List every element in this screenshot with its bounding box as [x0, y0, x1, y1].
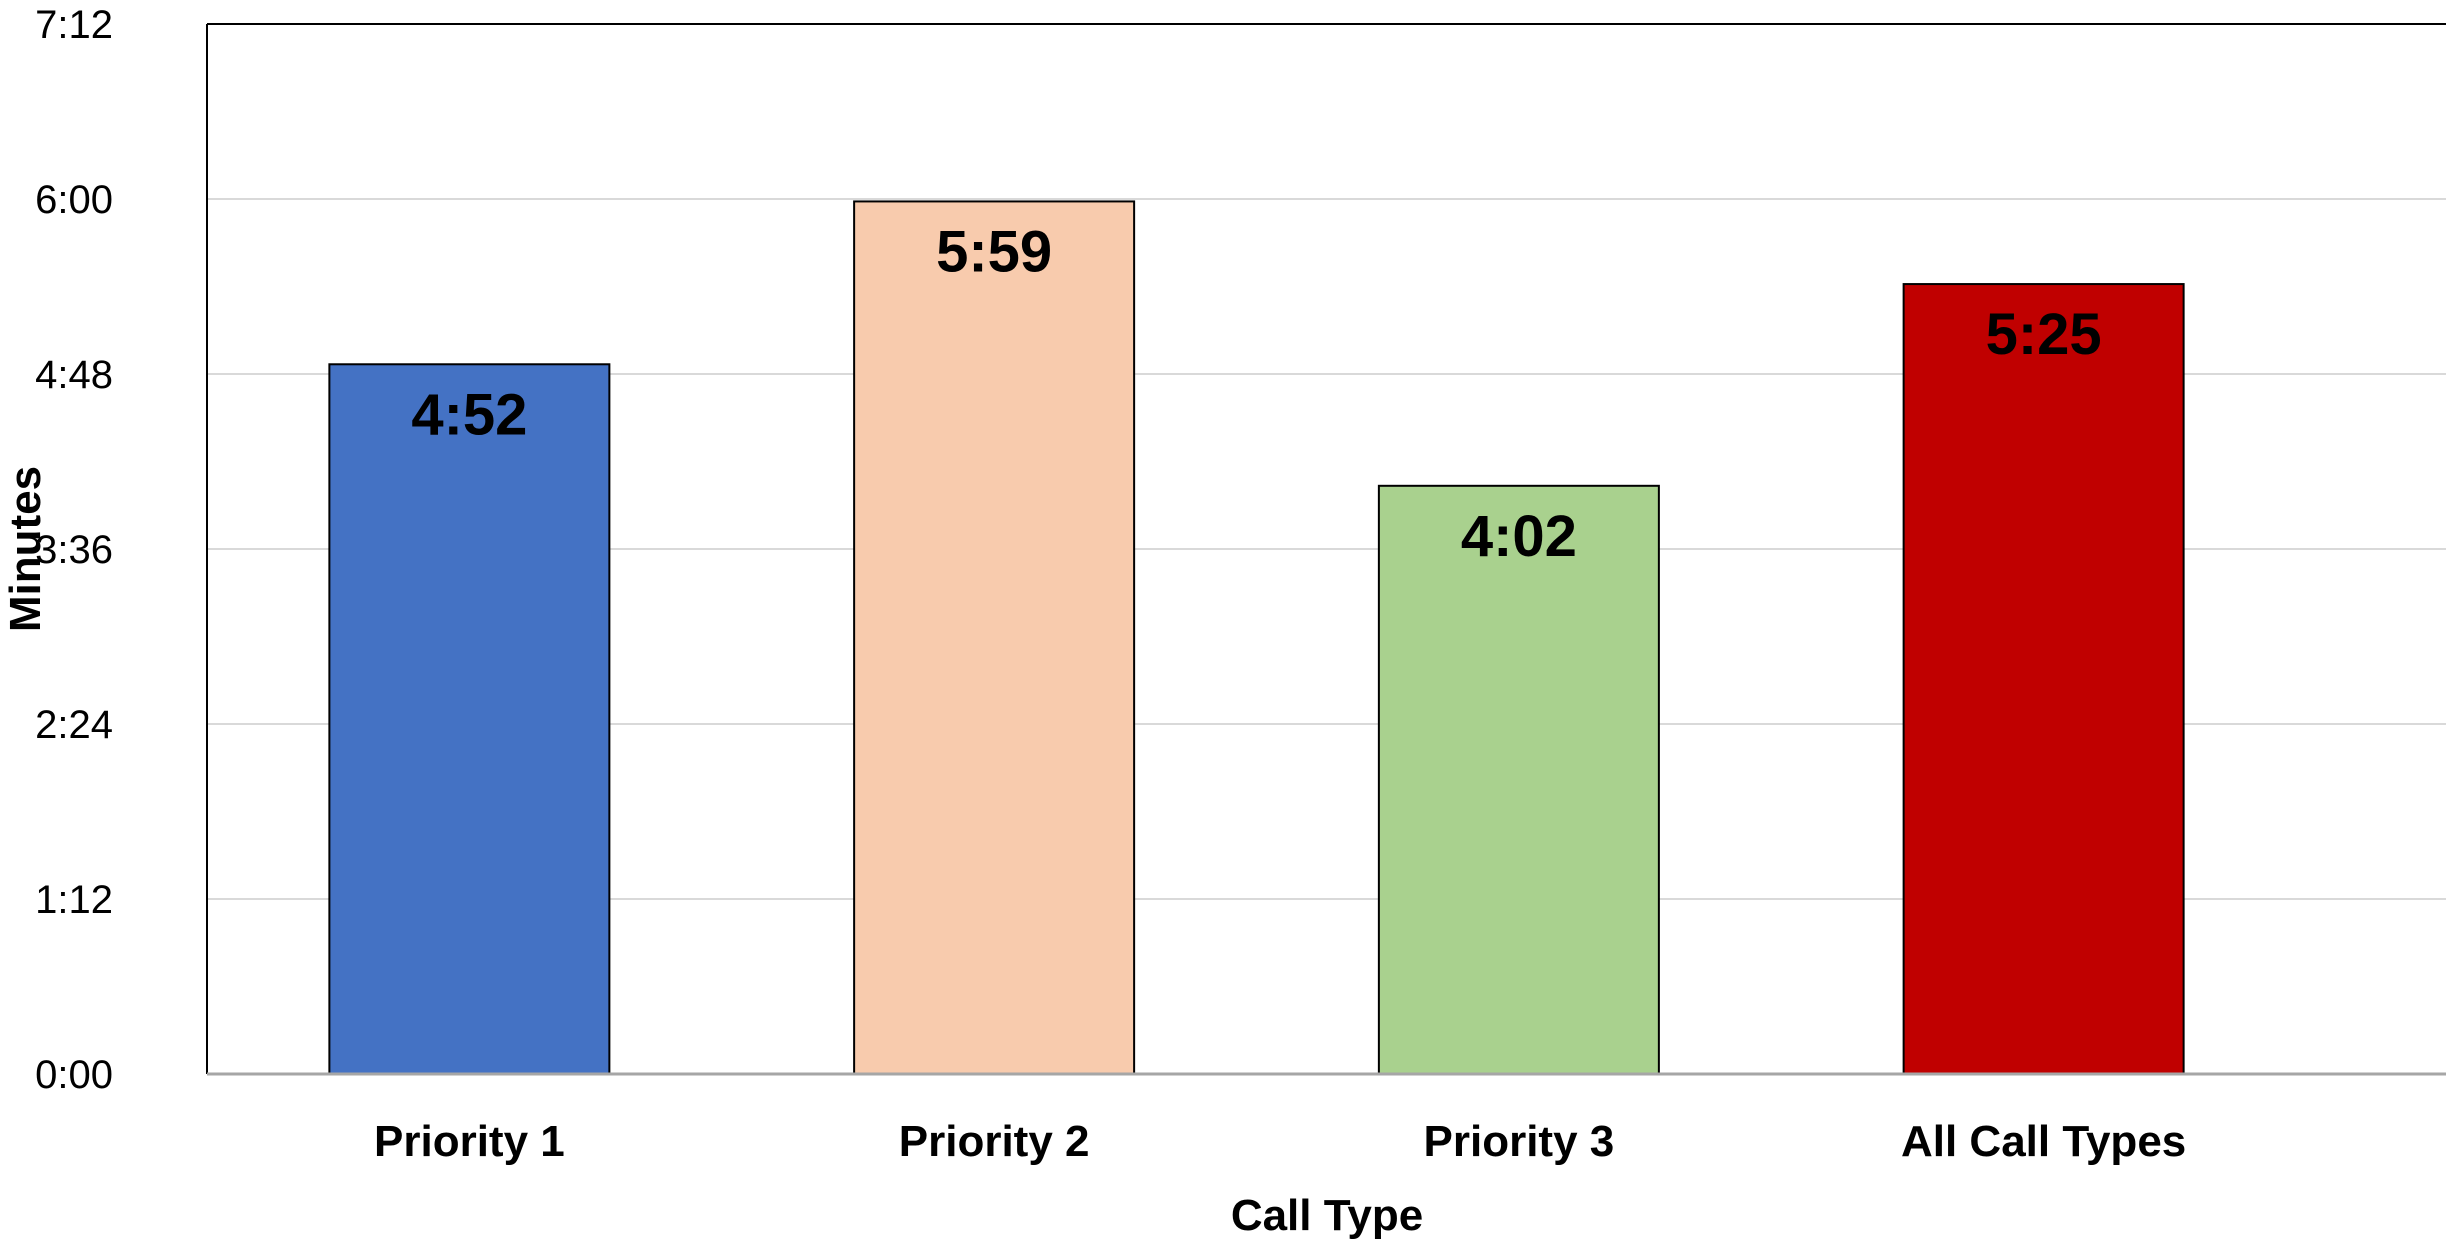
- bar: [1902, 283, 2185, 1075]
- y-tick-label: 3:36: [35, 528, 113, 572]
- data-label: 4:02: [1461, 504, 1577, 569]
- y-tick-label: 2:24: [35, 703, 113, 747]
- y-tick-label: 7:12: [35, 3, 113, 47]
- x-tick-label: All Call Types: [1901, 1117, 2186, 1166]
- data-labels: 4:52 5:59 4:02 5:25: [411, 219, 2101, 568]
- data-label: 5:59: [936, 219, 1052, 284]
- x-tick-labels: Priority 1 Priority 2 Priority 3 All Call T…: [374, 1117, 2186, 1166]
- y-tick-labels: 0:00 1:12 2:24 3:36 4:48 6:00 7:12: [35, 3, 113, 1097]
- x-tick-label: Priority 1: [374, 1117, 565, 1166]
- y-tick-label: 1:12: [35, 878, 113, 922]
- y-axis-title: Minutes: [1, 466, 50, 632]
- bar: [1377, 484, 1660, 1075]
- x-tick-label: Priority 3: [1424, 1117, 1615, 1166]
- bars: [328, 200, 2185, 1076]
- x-tick-label: Priority 2: [899, 1117, 1090, 1166]
- bar: [328, 363, 611, 1075]
- y-tick-label: 0:00: [35, 1053, 113, 1097]
- y-tick-label: 6:00: [35, 178, 113, 222]
- x-axis-title: Call Type: [1231, 1191, 1423, 1239]
- y-tick-label: 4:48: [35, 353, 113, 397]
- data-label: 4:52: [411, 382, 527, 447]
- data-label: 5:25: [1986, 302, 2102, 367]
- bar: [853, 200, 1136, 1076]
